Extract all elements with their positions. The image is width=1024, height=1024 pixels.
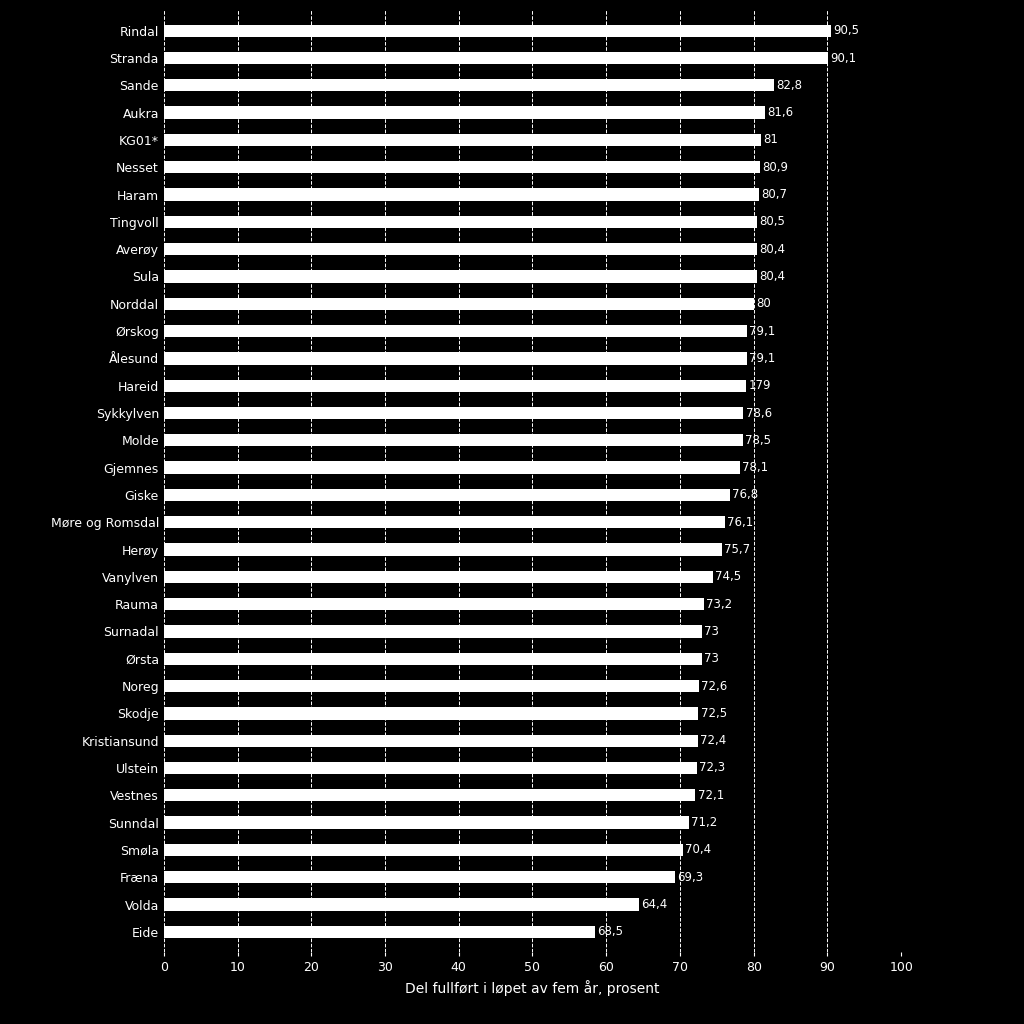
Text: 80,7: 80,7	[761, 188, 787, 201]
Bar	[164, 380, 746, 392]
Bar	[164, 762, 697, 774]
X-axis label: Del fullført i løpet av fem år, prosent: Del fullført i løpet av fem år, prosent	[406, 980, 659, 996]
Bar	[164, 434, 742, 446]
Text: 76,8: 76,8	[732, 488, 759, 502]
Bar	[164, 407, 743, 419]
Text: 71,2: 71,2	[691, 816, 717, 829]
Bar	[164, 79, 774, 91]
Text: 72,3: 72,3	[699, 762, 725, 774]
Text: 72,1: 72,1	[697, 788, 724, 802]
Bar	[164, 898, 639, 910]
Bar	[164, 680, 699, 692]
Bar	[164, 161, 760, 173]
Bar	[164, 270, 757, 283]
Text: 73,2: 73,2	[706, 598, 732, 610]
Bar	[164, 243, 757, 255]
Text: 75,7: 75,7	[724, 543, 751, 556]
Text: 68,5: 68,5	[597, 926, 624, 938]
Bar	[164, 626, 702, 638]
Bar	[164, 352, 748, 365]
Bar	[164, 734, 697, 746]
Bar	[164, 871, 675, 884]
Bar	[164, 25, 831, 37]
Bar	[164, 325, 748, 337]
Bar	[164, 652, 702, 665]
Text: 78,5: 78,5	[744, 434, 771, 446]
Text: 80,4: 80,4	[759, 243, 784, 256]
Bar	[164, 462, 739, 474]
Bar	[164, 216, 758, 228]
Text: 82,8: 82,8	[776, 79, 803, 92]
Text: 73: 73	[705, 625, 719, 638]
Bar	[164, 106, 766, 119]
Bar	[164, 598, 703, 610]
Bar	[164, 52, 828, 65]
Bar	[164, 516, 725, 528]
Text: 72,5: 72,5	[700, 707, 727, 720]
Text: 81: 81	[763, 133, 778, 146]
Bar	[164, 134, 761, 146]
Text: 80,9: 80,9	[763, 161, 788, 174]
Text: 72,6: 72,6	[701, 680, 728, 692]
Text: 69,3: 69,3	[677, 870, 703, 884]
Text: 70,4: 70,4	[685, 844, 712, 856]
Text: 73: 73	[705, 652, 719, 666]
Bar	[164, 188, 759, 201]
Bar	[164, 488, 730, 501]
Bar	[164, 926, 595, 938]
Text: 80,5: 80,5	[760, 215, 785, 228]
Text: 90,1: 90,1	[830, 51, 856, 65]
Bar	[164, 708, 698, 720]
Text: 78,6: 78,6	[745, 407, 772, 420]
Text: 74,5: 74,5	[716, 570, 741, 584]
Bar	[164, 298, 754, 310]
Text: 72,4: 72,4	[699, 734, 726, 748]
Text: 80: 80	[756, 297, 771, 310]
Text: 90,5: 90,5	[834, 25, 859, 37]
Text: 79,1: 79,1	[750, 325, 775, 338]
Text: 76,1: 76,1	[727, 516, 754, 528]
Bar	[164, 570, 713, 583]
Bar	[164, 790, 695, 802]
Text: 64,4: 64,4	[641, 898, 667, 911]
Text: 79,1: 79,1	[750, 352, 775, 365]
Text: 80,4: 80,4	[759, 270, 784, 283]
Text: 81,6: 81,6	[768, 106, 794, 119]
Bar	[164, 816, 689, 828]
Text: 179: 179	[749, 379, 771, 392]
Bar	[164, 544, 722, 556]
Text: 78,1: 78,1	[741, 461, 768, 474]
Bar	[164, 844, 683, 856]
